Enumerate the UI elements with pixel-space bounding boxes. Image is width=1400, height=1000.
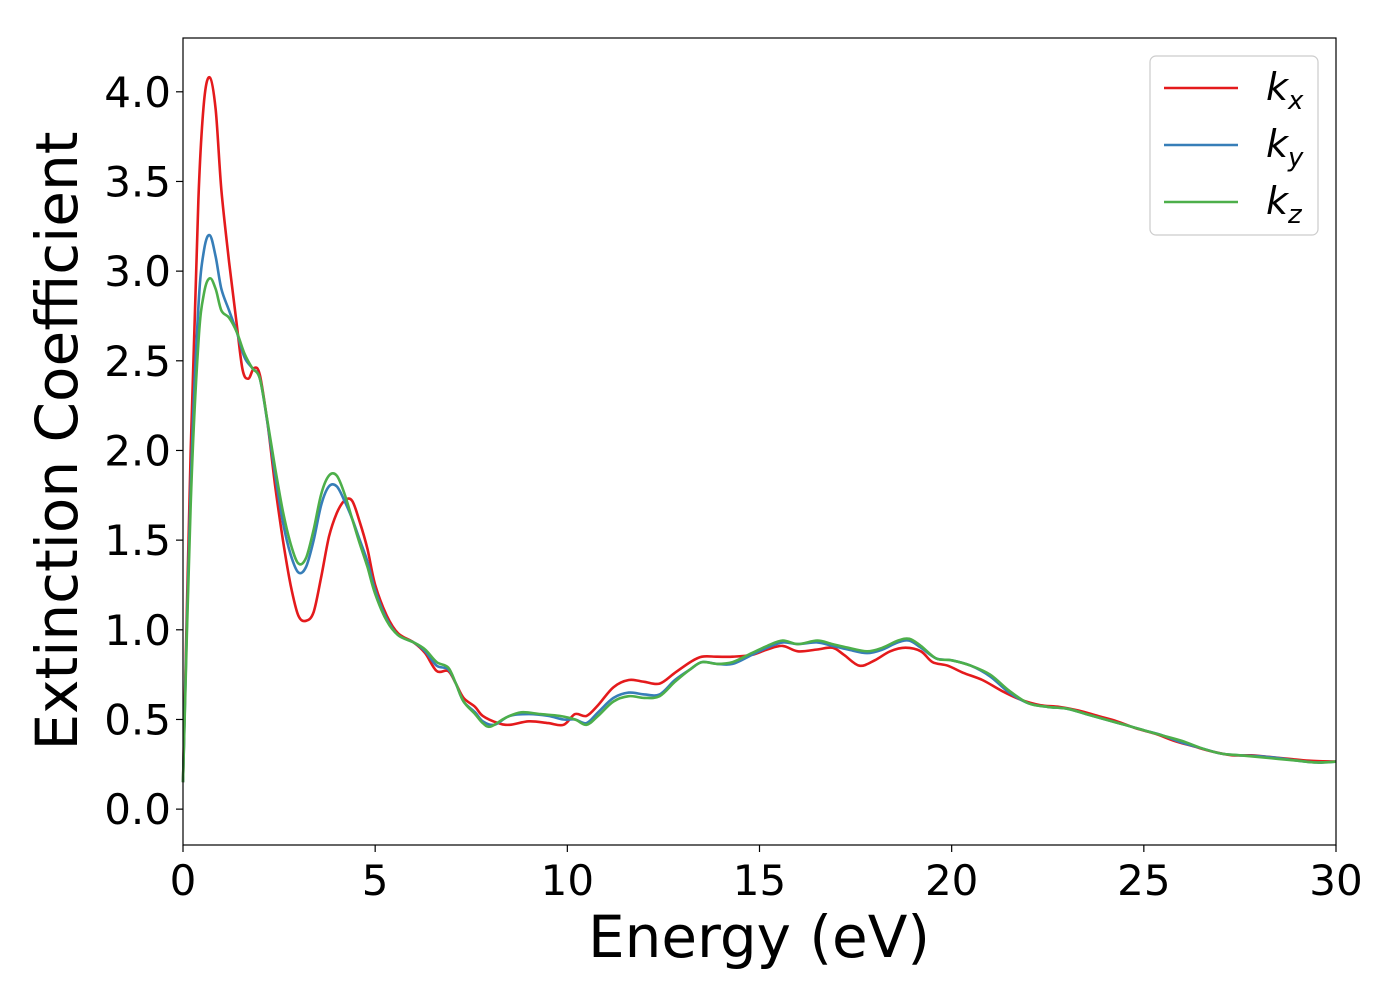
legend-label-subscript: x <box>1287 86 1304 116</box>
y-tick-label: 2.0 <box>104 426 171 475</box>
legend-label-subscript: z <box>1287 200 1303 230</box>
x-tick-label: 5 <box>362 856 389 905</box>
legend-label-kx: kx <box>1266 65 1304 116</box>
legend-label-kz: kz <box>1266 179 1303 230</box>
x-tick-label: 25 <box>1117 856 1170 905</box>
y-tick-label: 3.5 <box>104 157 171 206</box>
y-axis: 0.0 0.5 1.0 1.5 2.0 2.5 3.0 3.5 4.0 <box>104 68 183 834</box>
y-axis-title: Extinction Coefficient <box>23 132 91 751</box>
series-line-k-z <box>181 277 1337 783</box>
x-tick-label: 10 <box>541 856 594 905</box>
x-tick-label: 15 <box>733 856 786 905</box>
y-tick-label: 2.5 <box>104 337 171 386</box>
y-tick-label: 4.0 <box>104 68 171 117</box>
x-tick-label: 20 <box>925 856 978 905</box>
legend-label-base: k <box>1266 179 1290 223</box>
x-tick-label: 0 <box>170 856 197 905</box>
y-tick-label: 3.0 <box>104 247 171 296</box>
y-tick-label: 1.0 <box>104 606 171 655</box>
x-axis: 0 5 10 15 20 25 30 <box>170 845 1363 905</box>
legend-label-base: k <box>1266 65 1290 109</box>
legend-label-subscript: y <box>1287 143 1304 173</box>
legend-label-ky: ky <box>1266 122 1304 173</box>
y-tick-label: 1.5 <box>104 516 171 565</box>
x-tick-label: 30 <box>1309 856 1362 905</box>
x-axis-title: Energy (eV) <box>588 903 930 971</box>
series-layer <box>181 75 1337 783</box>
y-tick-label: 0.0 <box>104 785 171 834</box>
y-tick-label: 0.5 <box>104 695 171 744</box>
legend-label-base: k <box>1266 122 1290 166</box>
